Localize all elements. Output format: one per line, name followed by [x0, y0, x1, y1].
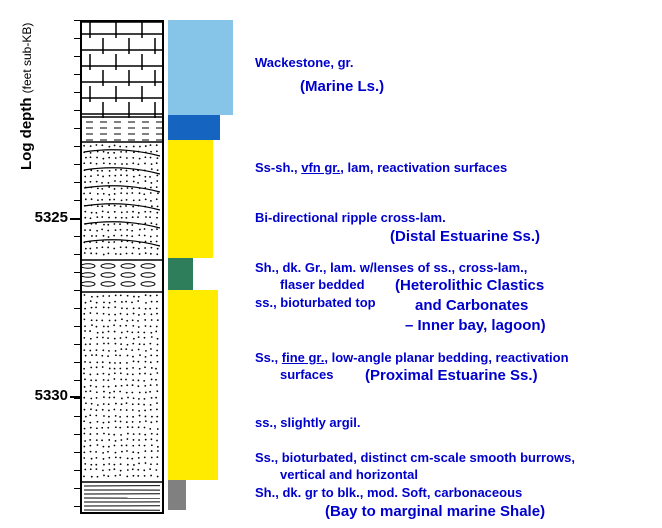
facies-color-block [168, 20, 233, 115]
facies-label: (Proximal Estuarine Ss.) [365, 367, 538, 384]
litho-description: ss., slightly argil. [255, 415, 360, 431]
litho-description: Wackestone, gr. [255, 55, 354, 71]
facies-label: (Distal Estuarine Ss.) [390, 228, 540, 245]
facies-color-block [168, 480, 186, 510]
lithology-column [80, 20, 164, 514]
litho-description: ss., bioturbated top [255, 295, 376, 311]
depth-tick-label: 5330 [18, 387, 68, 404]
facies-label: – Inner bay, lagoon) [405, 317, 546, 334]
facies-color-block [168, 140, 213, 258]
axis-subtitle: (feet sub-KB) [20, 23, 34, 94]
litho-description: Sh., dk. gr to blk., mod. Soft, carbonac… [255, 485, 522, 501]
axis-title: Log depth [18, 98, 35, 170]
litho-description: vertical and horizontal [280, 467, 418, 483]
facies-label: (Marine Ls.) [300, 78, 384, 95]
facies-label: (Heterolithic Clastics [395, 277, 544, 294]
facies-label: (Bay to marginal marine Shale) [325, 503, 545, 520]
litho-description: Ss., fine gr., low-angle planar bedding,… [255, 350, 569, 366]
y-axis-label: Log depth (feet sub-KB) [18, 23, 35, 170]
facies-color-block [168, 115, 220, 140]
litho-description: Ss-sh., vfn gr., lam, reactivation surfa… [255, 160, 507, 176]
facies-color-block [168, 258, 193, 290]
depth-tick-label: 5325 [18, 209, 68, 226]
litho-description: surfaces [280, 367, 333, 383]
facies-color-block [168, 290, 218, 480]
litho-description: Ss., bioturbated, distinct cm-scale smoo… [255, 450, 575, 466]
litho-description: flaser bedded [280, 277, 365, 293]
litho-description: Sh., dk. Gr., lam. w/lenses of ss., cros… [255, 260, 527, 276]
litho-description: Bi-directional ripple cross-lam. [255, 210, 446, 226]
facies-label: and Carbonates [415, 297, 528, 314]
